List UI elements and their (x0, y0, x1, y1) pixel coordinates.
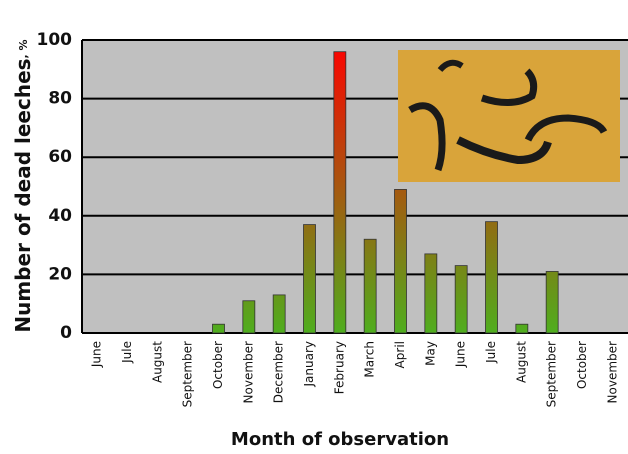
x-tick-label: Jule (120, 341, 134, 364)
x-tick-label: October (575, 341, 589, 389)
x-tick-label: September (181, 341, 195, 407)
bar (243, 301, 255, 333)
chart: 0 20 40 60 80 100 June Jule August September Octob… (0, 0, 628, 454)
x-tick-label: April (393, 341, 407, 368)
y-axis-title: Number of dead leeches, % (11, 39, 35, 332)
x-tick-label: February (332, 341, 346, 394)
bar (213, 324, 225, 333)
x-tick-label: June (454, 341, 468, 368)
y-axis-title-unit: , % (17, 39, 30, 58)
x-tick-label: November (605, 341, 619, 403)
y-tick-label: 60 (48, 147, 72, 167)
x-tick-label: Jule (484, 341, 498, 364)
x-tick-label: June (90, 341, 104, 368)
bar (334, 52, 346, 333)
x-tick-label: January (302, 341, 316, 388)
x-tick-label: August (514, 341, 528, 383)
bar (516, 324, 528, 333)
y-tick-label: 80 (48, 89, 72, 109)
bar (486, 222, 498, 333)
bar (546, 271, 558, 333)
bar (273, 295, 285, 333)
y-axis-title-main: Number of dead leeches (11, 58, 35, 332)
photo-inset (398, 50, 620, 182)
bar (455, 266, 467, 333)
bar (364, 239, 376, 333)
bar (304, 225, 316, 333)
y-tick-label: 100 (37, 30, 73, 50)
bar (395, 189, 407, 333)
x-tick-label: December (272, 341, 286, 403)
x-tick-label: August (150, 341, 164, 383)
y-tick-label: 40 (48, 206, 72, 226)
x-tick-label: March (363, 341, 377, 378)
x-axis-title: Month of observation (231, 429, 449, 450)
bar (425, 254, 437, 333)
x-tick-label: May (423, 341, 437, 366)
y-tick-label: 0 (60, 323, 72, 343)
page: 0 20 40 60 80 100 June Jule August September Octob… (0, 0, 628, 454)
x-tick-label: September (545, 341, 559, 407)
x-tick-label: October (211, 341, 225, 389)
y-tick-label: 20 (48, 264, 72, 284)
x-tick-label: November (241, 341, 255, 403)
